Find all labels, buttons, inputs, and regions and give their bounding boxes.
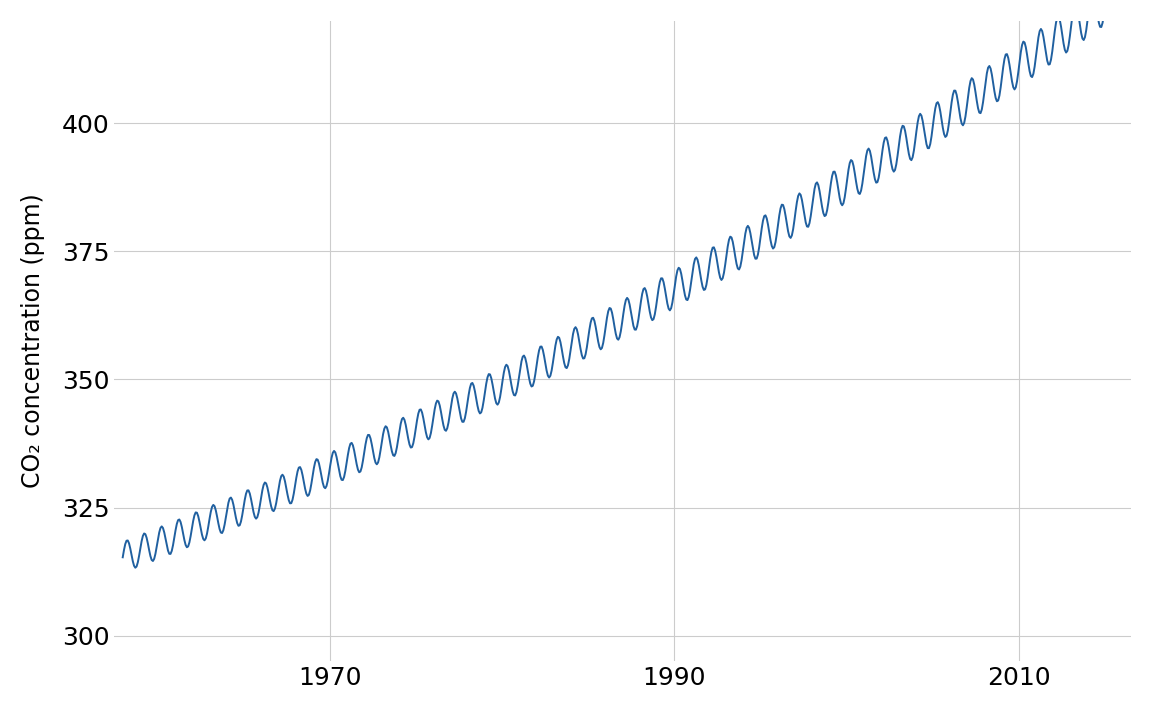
Y-axis label: CO₂ concentration (ppm): CO₂ concentration (ppm) (21, 193, 45, 488)
